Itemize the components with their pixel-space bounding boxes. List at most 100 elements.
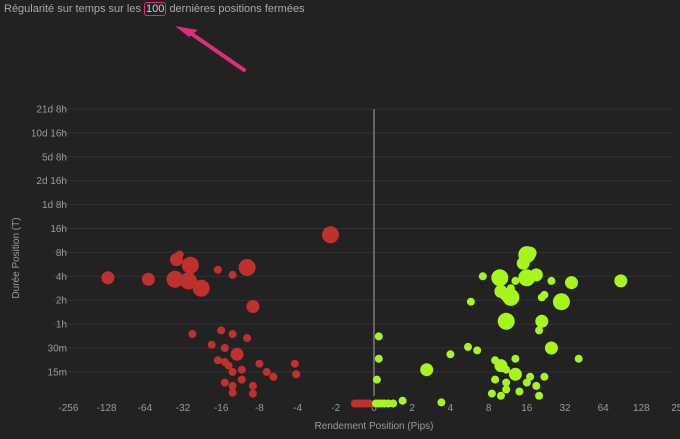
loss-point[interactable] xyxy=(246,300,260,313)
x-tick-label: -8 xyxy=(255,403,264,414)
gain-point[interactable] xyxy=(420,363,434,377)
gain-point[interactable] xyxy=(535,326,544,335)
loss-point[interactable] xyxy=(292,370,301,379)
gain-point[interactable] xyxy=(374,354,383,363)
loss-point[interactable] xyxy=(188,330,197,338)
loss-point[interactable] xyxy=(228,367,237,376)
annotation-arrow-icon xyxy=(175,26,246,72)
loss-point[interactable] xyxy=(228,388,237,397)
loss-point[interactable] xyxy=(101,271,115,285)
gain-point[interactable] xyxy=(522,378,531,387)
loss-point[interactable] xyxy=(262,367,271,376)
title-prefix: Régularité sur temps sur les xyxy=(4,3,141,15)
gain-point[interactable] xyxy=(511,354,520,363)
gain-point[interactable] xyxy=(532,381,541,390)
x-tick-label: 128 xyxy=(633,403,650,414)
gain-point[interactable] xyxy=(446,350,455,359)
loss-point[interactable] xyxy=(269,372,278,381)
loss-point[interactable] xyxy=(175,250,184,259)
gain-point[interactable] xyxy=(535,391,544,400)
y-tick-label: 10d 16h xyxy=(31,128,67,139)
y-tick-label: 1h xyxy=(56,320,67,331)
gain-point[interactable] xyxy=(523,246,537,260)
gain-point[interactable] xyxy=(497,312,515,330)
chart-title: Régularité sur temps sur les 100 dernièr… xyxy=(4,2,305,16)
loss-point[interactable] xyxy=(322,226,339,244)
gain-point[interactable] xyxy=(614,274,628,288)
gain-point[interactable] xyxy=(464,342,472,351)
x-tick-label: 4 xyxy=(448,403,454,414)
loss-point[interactable] xyxy=(290,359,299,368)
loss-point[interactable] xyxy=(220,344,229,352)
x-tick-label: -16 xyxy=(214,403,229,414)
gain-point[interactable] xyxy=(540,290,549,299)
gain-point[interactable] xyxy=(502,365,511,374)
gain-point[interactable] xyxy=(516,256,530,270)
gain-point[interactable] xyxy=(437,398,446,407)
gain-point[interactable] xyxy=(398,396,407,405)
gain-point[interactable] xyxy=(511,276,520,285)
data-points xyxy=(101,226,628,408)
gain-point[interactable] xyxy=(574,354,583,363)
y-tick-label: 15m xyxy=(48,367,67,378)
y-tick-label: 4h xyxy=(56,272,67,283)
gain-point[interactable] xyxy=(529,268,543,282)
gain-point[interactable] xyxy=(487,389,496,398)
title-suffix: dernières positions fermées xyxy=(169,3,305,15)
loss-point[interactable] xyxy=(255,359,264,368)
loss-point[interactable] xyxy=(243,334,252,343)
loss-point[interactable] xyxy=(220,378,229,387)
gain-point[interactable] xyxy=(547,276,556,285)
loss-point[interactable] xyxy=(213,356,222,365)
loss-point[interactable] xyxy=(224,361,233,370)
gain-point[interactable] xyxy=(515,387,524,396)
y-tick-label: 21d 8h xyxy=(36,105,67,116)
x-tick-label: -4 xyxy=(293,403,302,414)
x-tick-label: -32 xyxy=(176,403,191,414)
gain-point[interactable] xyxy=(466,297,475,306)
loss-point[interactable] xyxy=(248,381,257,390)
gain-point[interactable] xyxy=(502,288,520,306)
y-tick-label: 2d 16h xyxy=(36,176,67,187)
loss-point[interactable] xyxy=(365,399,374,408)
loss-point[interactable] xyxy=(237,365,246,374)
gain-point[interactable] xyxy=(540,372,549,381)
gain-point[interactable] xyxy=(502,385,511,394)
gain-point[interactable] xyxy=(389,399,398,408)
gain-point[interactable] xyxy=(508,367,522,381)
loss-point[interactable] xyxy=(192,279,210,297)
x-axis-ticks: -256 -128 -64 -32 -16 -8 -4 -2 0 2 4 8 16 32 64 128 256 xyxy=(58,403,680,414)
gain-point[interactable] xyxy=(565,276,578,290)
gain-point[interactable] xyxy=(506,284,515,293)
title-count-highlight[interactable]: 100 xyxy=(144,2,167,16)
loss-point[interactable] xyxy=(228,270,237,279)
gain-point[interactable] xyxy=(552,293,570,311)
x-tick-label: 256 xyxy=(671,403,680,414)
loss-point[interactable] xyxy=(228,330,237,338)
loss-point[interactable] xyxy=(230,347,244,361)
gain-point[interactable] xyxy=(502,378,511,387)
loss-point[interactable] xyxy=(213,265,222,274)
loss-point[interactable] xyxy=(228,381,237,390)
gain-point[interactable] xyxy=(535,314,549,328)
loss-point[interactable] xyxy=(166,270,184,288)
x-tick-label: 0 xyxy=(371,403,377,414)
gain-point[interactable] xyxy=(491,375,500,384)
gain-point[interactable] xyxy=(526,372,535,381)
loss-point[interactable] xyxy=(179,272,197,290)
loss-point[interactable] xyxy=(248,389,257,398)
loss-point[interactable] xyxy=(181,256,199,274)
gain-point[interactable] xyxy=(491,269,509,287)
loss-point[interactable] xyxy=(238,259,256,276)
gain-point[interactable] xyxy=(478,272,487,281)
loss-point[interactable] xyxy=(207,340,216,349)
gain-point[interactable] xyxy=(491,356,500,365)
gain-point[interactable] xyxy=(372,375,381,384)
loss-point[interactable] xyxy=(237,375,246,384)
gain-point[interactable] xyxy=(473,346,482,355)
gain-point[interactable] xyxy=(496,391,505,400)
loss-point[interactable] xyxy=(141,272,155,286)
gain-point[interactable] xyxy=(374,332,383,341)
loss-point[interactable] xyxy=(217,326,226,335)
gain-point[interactable] xyxy=(544,341,558,355)
